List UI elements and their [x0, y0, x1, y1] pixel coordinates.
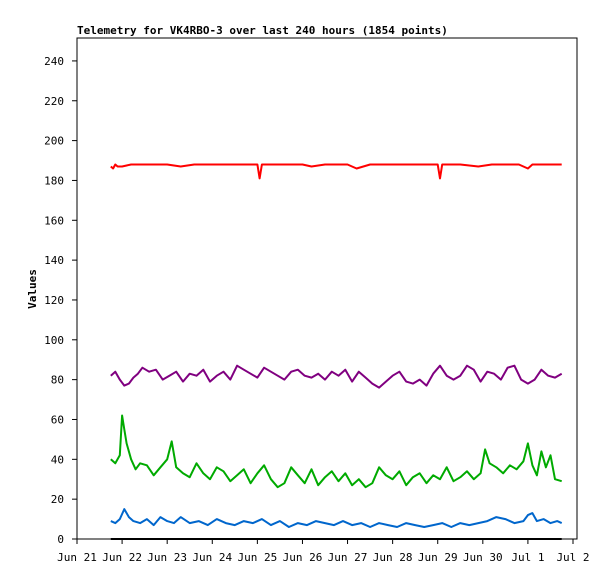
series-line-3 — [110, 508, 563, 528]
chart-title: Telemetry for VK4RBO-3 over last 240 hou… — [77, 24, 448, 37]
x-tick-label: Jun 24 — [192, 551, 232, 564]
y-tick-label: 240 — [44, 55, 64, 68]
x-tick-label: Jun 29 — [418, 551, 458, 564]
series-layer — [110, 163, 563, 540]
y-tick-label: 0 — [57, 533, 64, 546]
y-tick-label: 100 — [44, 334, 64, 347]
y-tick-label: 220 — [44, 95, 64, 108]
y-tick-label: 140 — [44, 254, 64, 267]
x-tick-label: Jun 22 — [102, 551, 142, 564]
y-tick-label: 80 — [51, 374, 64, 387]
x-tick-label: Jun 21 — [57, 551, 97, 564]
series-line-0 — [110, 163, 562, 180]
x-tick-label: Jun 23 — [147, 551, 187, 564]
y-tick-label: 120 — [44, 294, 64, 307]
x-tick-label: Jul 1 — [511, 551, 544, 564]
y-tick-label: 40 — [51, 453, 64, 466]
y-tick-label: 60 — [51, 413, 64, 426]
x-tick-label: Jun 30 — [463, 551, 503, 564]
x-tick-label: Jun 28 — [373, 551, 413, 564]
y-tick-label: 180 — [44, 174, 64, 187]
plot-area — [76, 37, 578, 540]
series-line-2 — [110, 414, 562, 489]
y-axis: 0 20 40 60 80 100 120 140 160 180 200 220 240 — [44, 55, 77, 546]
y-axis-title: Values — [26, 269, 39, 309]
x-tick-label: Jul 2 — [556, 551, 589, 564]
y-tick-label: 20 — [51, 493, 64, 506]
series-line-1 — [110, 364, 563, 389]
y-tick-label: 160 — [44, 214, 64, 227]
x-tick-label: Jun 26 — [283, 551, 323, 564]
x-tick-label: Jun 27 — [328, 551, 368, 564]
x-axis: Jun 21 Jun 22 Jun 23 Jun 24 Jun 25 Jun 26 Jun … — [57, 539, 590, 564]
y-tick-label: 200 — [44, 135, 64, 148]
x-tick-label: Jun 25 — [237, 551, 277, 564]
